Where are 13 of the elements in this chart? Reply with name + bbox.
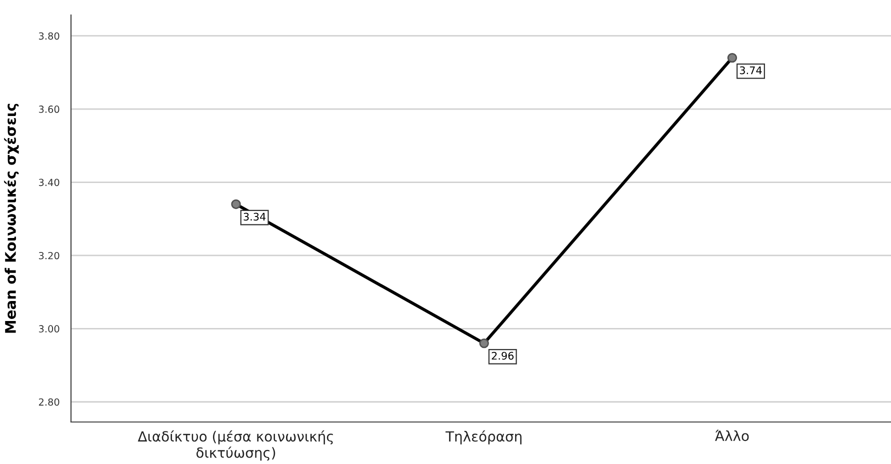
data-label: 3.34 (244, 212, 266, 221)
data-label: 2.96 (492, 352, 514, 360)
data-label: 3.74 (740, 66, 762, 74)
x-tick-label: Τηλεόραση (446, 430, 522, 444)
x-tick-label: Διαδίκτυο (μέσα κοινωνικής δικτύωσης) (138, 430, 333, 461)
y-axis-title: Mean of Κοινωνικές σχέσεις (4, 104, 19, 333)
y-tick-label: 3.20 (38, 252, 60, 260)
x-tick-label: Άλλο (715, 430, 749, 442)
y-tick-label: 3.40 (38, 178, 60, 186)
y-tick-label: 3.60 (38, 106, 60, 113)
y-tick-label: 3.00 (38, 325, 60, 332)
y-tick-label: 3.80 (38, 32, 60, 40)
y-tick-label: 2.80 (38, 398, 60, 406)
